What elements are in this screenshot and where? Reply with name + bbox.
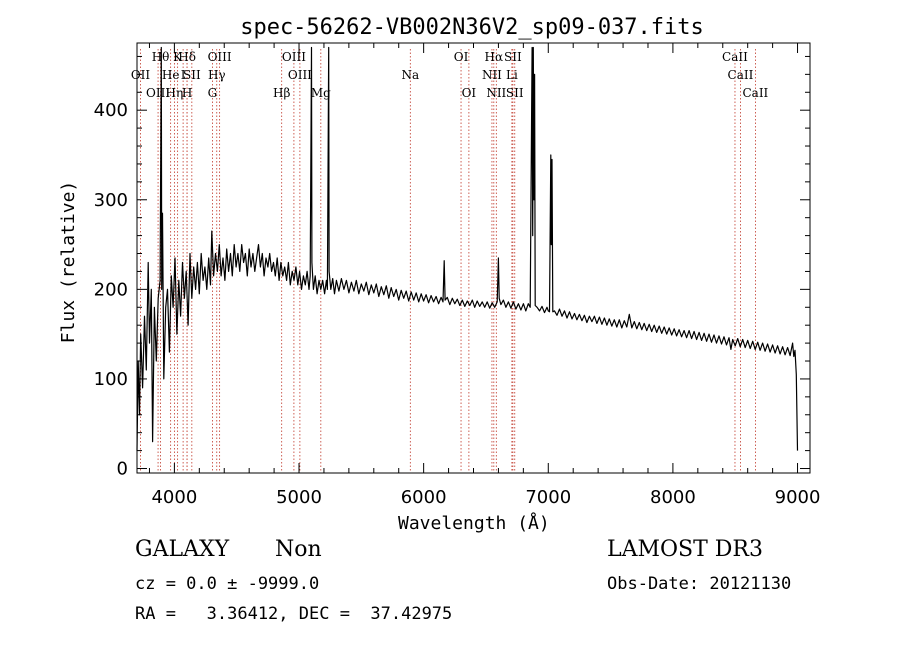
line-label-2: Hθ [152,50,170,64]
line-label-18: OI [454,50,469,64]
line-label-16: Mg [311,86,331,100]
emission-line-markers [140,49,756,473]
line-label-21: NII [482,68,502,82]
emission-line-labels: OII OIII Hθ He Hη KIH Hδ SII OIII Hγ G Hβ OIII OIII Mg… [131,50,769,100]
line-label-27: CaII [728,68,754,82]
line-label-23: SII [504,50,522,64]
line-label-19: OI [462,86,477,100]
redshift-text: cz = 0.0 ± -9999.0 [135,574,320,594]
line-label-0: OII [131,68,151,82]
line-label-28: CaII [742,86,768,100]
line-label-4: Hη [166,86,184,100]
coordinates-text: RA = 3.36412, DEC = 37.42975 [135,604,453,624]
line-label-12: G [208,86,218,100]
line-label-5: K [173,50,183,64]
x-tick-label-1: 5000 [276,487,322,508]
line-label-20: Hα [485,50,504,64]
x-tick-label-2: 6000 [401,487,447,508]
line-label-26: CaII [722,50,748,64]
line-label-10: OIII [208,50,232,64]
line-label-3: He [162,68,180,82]
x-axis-label: Wavelength (Å) [398,512,550,534]
y-tick-label-3: 300 [94,190,128,211]
line-label-17: Na [401,68,419,82]
line-label-22: NII [486,86,506,100]
line-label-25: SII [506,86,524,100]
line-label-13: Hβ [273,86,290,100]
x-tick-label-4: 8000 [650,487,696,508]
object-subclass: Non [275,537,322,562]
line-label-14: OIII [282,50,306,64]
line-label-8: Hδ [178,50,196,64]
y-axis-label: Flux (relative) [58,181,79,344]
x-tick-label-3: 7000 [525,487,571,508]
series-layer [136,46,799,451]
object-class: GALAXY [135,537,230,562]
y-tick-label-0: 0 [117,459,128,480]
y-tick-label-2: 200 [94,279,128,300]
line-label-7: H [182,86,192,100]
x-tick-label-5: 9000 [775,487,821,508]
y-tick-label-4: 400 [94,100,128,121]
x-tick-label-0: 4000 [151,487,197,508]
axes: 4000 5000 6000 7000 8000 9000 0 100 200 300 400 [94,42,821,508]
line-label-24: Li [506,68,518,82]
line-label-9: SII [183,68,201,82]
line-label-1: OIII [146,86,170,100]
series-flux [136,46,799,451]
line-label-11: Hγ [208,68,226,82]
survey-name: LAMOST DR3 [607,537,763,562]
observation-date: Obs-Date: 20121130 [607,574,792,594]
y-tick-label-1: 100 [94,369,128,390]
line-label-6: I [181,68,186,82]
chart-title: spec-56262-VB002N36V2_sp09-037.fits [240,15,704,40]
line-label-15: OIII [288,68,312,82]
